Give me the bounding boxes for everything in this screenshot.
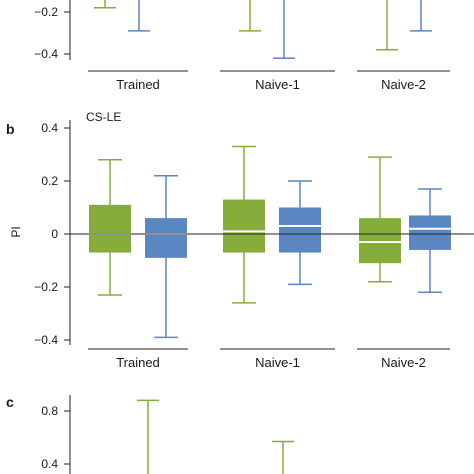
panel-c-tick-label: 0.4	[41, 457, 58, 471]
panel-b-tick-label: −0.2	[34, 280, 58, 294]
panel-b-box	[279, 207, 321, 253]
panel-a-group-label: Naive-1	[255, 77, 300, 92]
panel-b-box	[409, 215, 451, 250]
panel-b-tick-label: 0	[51, 227, 58, 241]
panel-a-group-label: Naive-2	[381, 77, 426, 92]
panel-b-box	[359, 218, 401, 264]
panel-b-box	[223, 199, 265, 253]
panel-b-group-label: Naive-2	[381, 355, 426, 370]
panel-b-tick-label: 0.4	[41, 121, 58, 135]
panel-title-b: CS-LE	[86, 110, 121, 124]
panel-c-tick-label: 0.8	[41, 404, 58, 418]
panel-b-box	[89, 204, 131, 253]
panel-a-group-label: Trained	[116, 77, 160, 92]
panel-b-tick-label: −0.4	[34, 333, 58, 347]
panel-c-partial: c 0.8 0.4	[6, 394, 294, 474]
panel-label-b: b	[6, 121, 15, 137]
panel-label-c: c	[6, 394, 14, 410]
panel-b-group-label: Trained	[116, 355, 160, 370]
panel-a-tick-label: −0.4	[34, 47, 58, 61]
panel-b-group-label: Naive-1	[255, 355, 300, 370]
panel-b-tick-label: 0.2	[41, 174, 58, 188]
panel-b: b CS-LE PI 0.4 0.2 0 −0.2 −0.4 Trained Naive-…	[6, 110, 474, 370]
panel-b-box	[145, 218, 187, 258]
panel-a-partial: −0.2 −0.4 Trained Naive-1 Naive-2	[34, 0, 450, 92]
panel-a-tick-label: −0.2	[34, 5, 58, 19]
y-axis-label-b: PI	[9, 226, 23, 237]
